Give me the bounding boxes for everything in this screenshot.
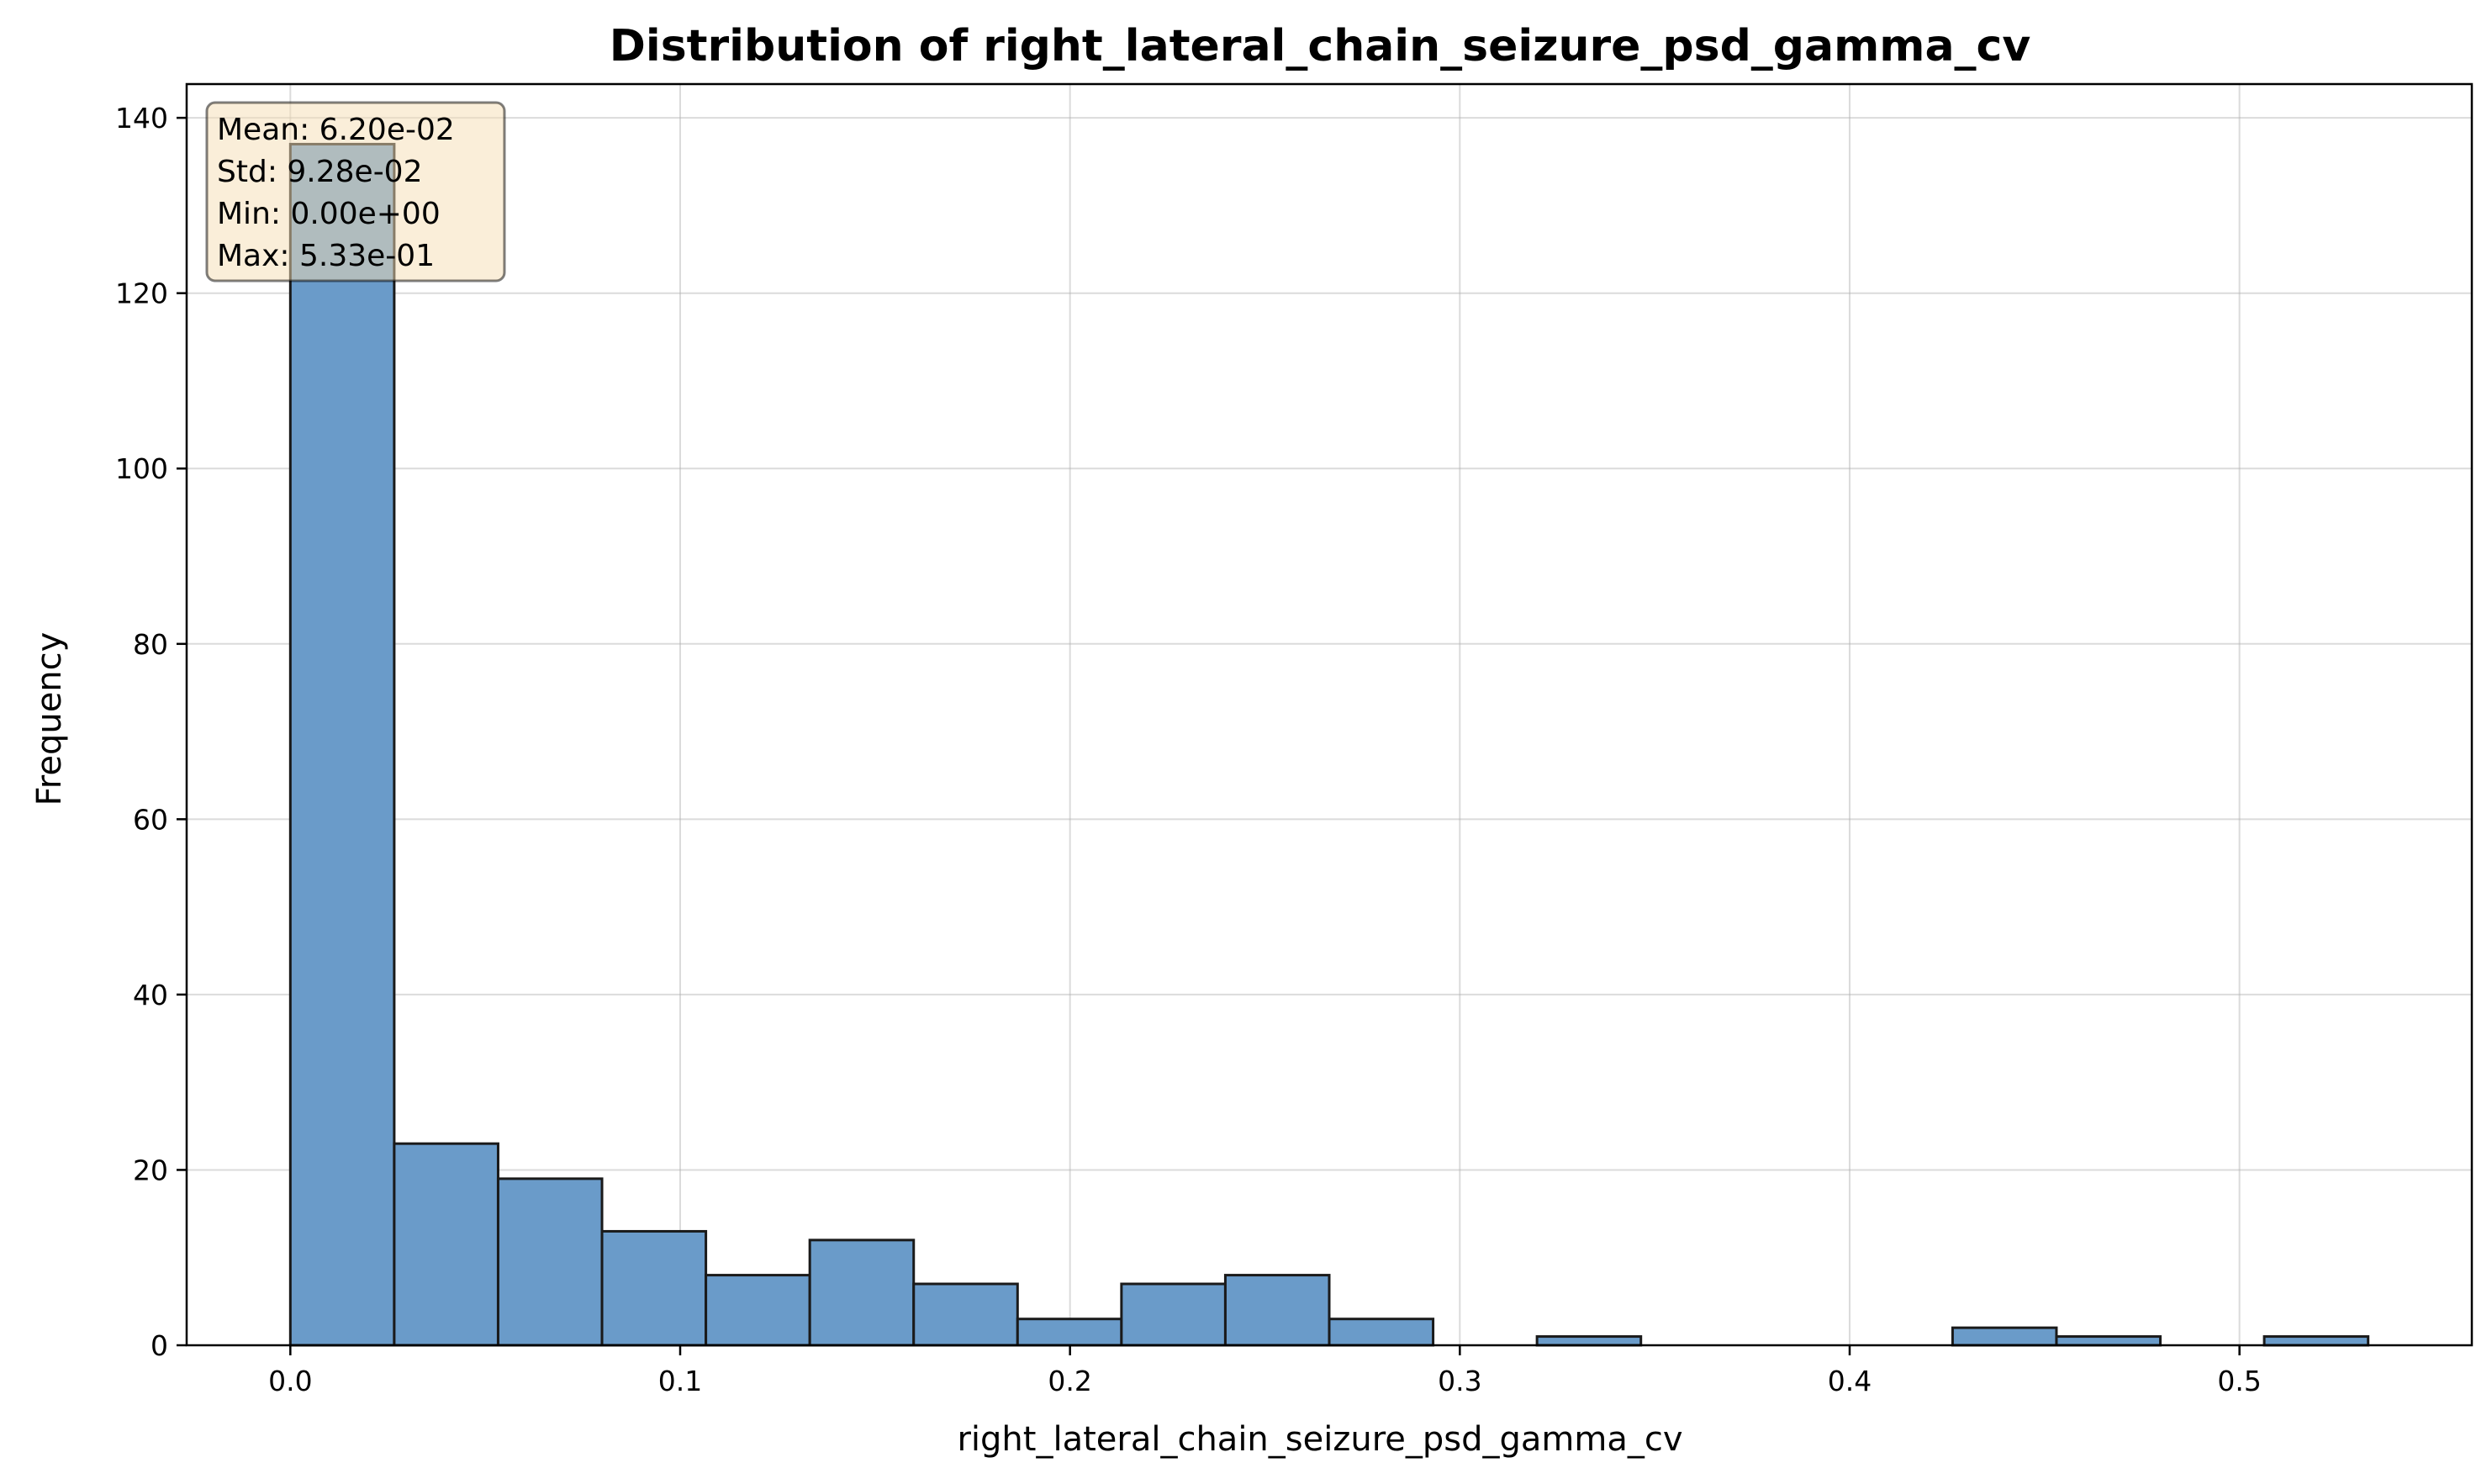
y-tick-label-5: 100 [115,452,168,485]
histogram-bar-0 [288,142,396,1347]
y-tick-label-7: 140 [115,102,168,135]
x-axis-label: right_lateral_chain_seizure_psd_gamma_cv [957,1420,1682,1459]
y-tick-label-0: 0 [150,1329,168,1362]
histogram-bar-8 [1120,1282,1227,1347]
y-tick-label-1: 20 [133,1154,168,1186]
x-tick-label-0: 0.0 [268,1365,312,1397]
stats-mean: Mean: 6.20e-02 [217,113,455,147]
histogram-bar-6 [912,1282,1019,1347]
histogram-bar-17 [2055,1335,2162,1347]
y-tick-label-3: 60 [133,803,168,836]
stats-min: Min: 0.00e+00 [217,197,441,231]
grid-lines [187,84,2472,1346]
histogram-bar-5 [808,1238,916,1347]
histogram-bar-12 [1535,1335,1643,1347]
histogram-bar-10 [1328,1318,1435,1347]
x-tick-label-5: 0.5 [2217,1365,2261,1397]
histogram-bar-2 [496,1177,604,1347]
y-axis-label: Frequency [30,632,69,806]
chart-title: Distribution of right_lateral_chain_seiz… [610,21,2031,71]
x-tick-label-1: 0.1 [658,1365,702,1397]
x-tick-label-3: 0.3 [1438,1365,1481,1397]
histogram-bar-3 [600,1229,708,1347]
y-axis-ticks: 0 20 40 60 80 100 120 140 [115,102,187,1362]
y-tick-label-4: 80 [133,628,168,661]
x-tick-label-2: 0.2 [1048,1365,1091,1397]
histogram-bar-16 [1951,1326,2058,1347]
stats-box-background [205,101,506,283]
stats-max: Max: 5.33e-01 [217,239,435,273]
histogram-bars [288,142,2370,1347]
histogram-bar-9 [1223,1274,1331,1347]
plot-area-frame [185,82,2474,1347]
x-tick-label-4: 0.4 [1828,1365,1872,1397]
stats-std: Std: 9.28e-02 [217,155,423,189]
y-tick-label-2: 40 [133,979,168,1011]
x-axis-ticks: 0.0 0.1 0.2 0.3 0.4 0.5 [268,1345,2262,1397]
histogram-bar-1 [393,1142,499,1347]
histogram-bar-7 [1016,1318,1123,1347]
histogram-bar-19 [2262,1335,2370,1347]
y-tick-label-6: 120 [115,277,168,310]
stats-box: Mean: 6.20e-02 Std: 9.28e-02 Min: 0.00e+… [205,101,506,283]
histogram-bar-4 [705,1274,811,1347]
